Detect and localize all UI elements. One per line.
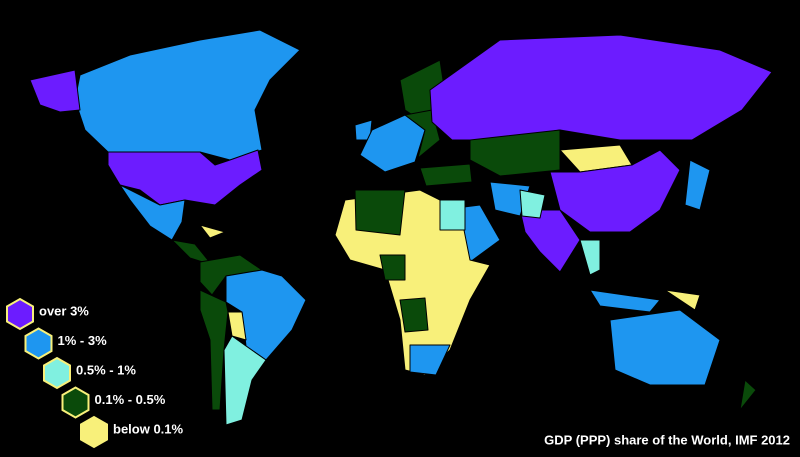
legend-swatch — [80, 415, 108, 449]
bolivia — [227, 311, 247, 341]
nigeria — [379, 254, 406, 281]
caribbean — [199, 224, 226, 239]
south-africa — [409, 344, 451, 376]
pakistan — [519, 189, 546, 219]
canada — [74, 29, 301, 161]
legend-label: below 0.1% — [113, 421, 184, 436]
central-asia — [469, 129, 561, 177]
legend-label: 0.5% - 1% — [76, 362, 136, 377]
peru-chile — [199, 289, 229, 411]
russia — [429, 34, 773, 141]
new-zealand — [739, 379, 757, 411]
eastern-europe — [404, 109, 441, 159]
india — [519, 209, 581, 273]
legend-swatch — [43, 356, 71, 390]
papua — [664, 289, 701, 311]
argentina — [223, 335, 267, 426]
legend-label: 1% - 3% — [58, 333, 108, 348]
australia — [609, 309, 721, 386]
legend-label: 0.1% - 0.5% — [95, 392, 166, 407]
usa — [107, 149, 263, 206]
legend-swatch — [6, 297, 34, 331]
legend-label: over 3% — [39, 303, 89, 318]
legend-swatch — [61, 386, 90, 419]
map-regions — [29, 29, 773, 426]
china — [549, 149, 681, 233]
japan — [684, 159, 711, 211]
thailand — [579, 239, 601, 276]
algeria — [354, 189, 406, 236]
indonesia — [589, 289, 661, 313]
map-title: GDP (PPP) share of the World, IMF 2012 — [544, 432, 790, 447]
turkey — [419, 163, 473, 187]
alaska — [29, 69, 81, 113]
mexico — [119, 184, 186, 241]
legend: over 3% 1% - 3% 0.5% - 1% 0.1% - 0.5% below … — [6, 297, 184, 449]
egypt — [439, 199, 466, 231]
angola — [399, 297, 429, 333]
legend-swatch — [24, 327, 53, 360]
